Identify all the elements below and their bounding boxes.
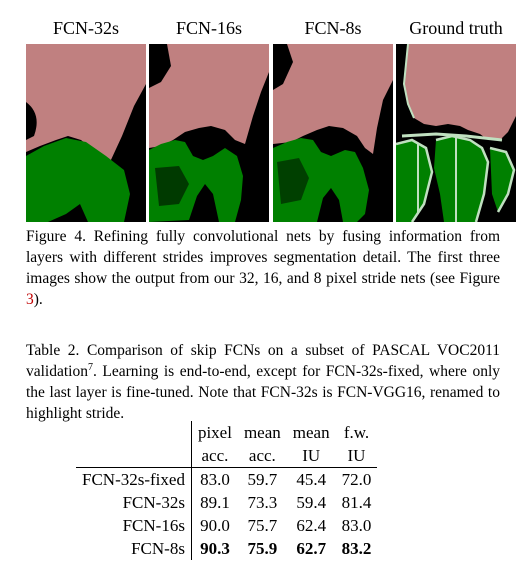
- table-row-best: FCN-8s 90.3 75.9 62.7 83.2: [76, 537, 377, 560]
- cell-value: 59.7: [237, 467, 287, 491]
- table-row: FCN-16s 90.0 75.7 62.4 83.0: [76, 514, 377, 537]
- row-name: FCN-32s: [76, 491, 192, 514]
- row-name: FCN-32s-fixed: [76, 467, 192, 491]
- segmentation-fcn8s-image: [273, 44, 393, 222]
- segmentation-fcn32s-image: [26, 44, 146, 222]
- figure-reference-link[interactable]: 3: [26, 291, 34, 308]
- panel-label-ground-truth: Ground truth: [409, 18, 503, 38]
- cell-value: 89.1: [200, 493, 230, 512]
- header-fw: f.w.: [343, 423, 370, 442]
- header-acc-1: acc.: [201, 446, 229, 465]
- panel-label-fcn32s: FCN-32s: [52, 18, 119, 38]
- table-corner-cell: [76, 421, 192, 444]
- segmentation-ground-truth-image: [396, 44, 516, 222]
- row-name: FCN-8s: [76, 537, 192, 560]
- table-corner-cell-2: [76, 444, 192, 468]
- table-caption-text-2: . Learning is end-to-end, except for FCN…: [26, 363, 500, 422]
- segmentation-panels: [26, 44, 516, 222]
- cell-value: 62.4: [296, 516, 327, 535]
- cell-value: 45.4: [286, 467, 336, 491]
- figure-caption-lead: Figure 4.: [26, 228, 86, 245]
- segmentation-ground-truth: [396, 44, 516, 222]
- table-header-row-1: pixel mean mean f.w.: [76, 421, 377, 444]
- panel-label-fcn16s: FCN-16s: [175, 18, 242, 38]
- cell-value: 72.0: [335, 467, 378, 491]
- results-table: pixel mean mean f.w. acc. acc. IU IU FCN…: [76, 421, 378, 560]
- figure-panel-labels: FCN-32s FCN-16s FCN-8s Ground truth: [26, 18, 516, 42]
- segmentation-fcn32s: [26, 44, 146, 222]
- table-header-row-2: acc. acc. IU IU: [76, 444, 377, 468]
- cell-value-best: 83.2: [341, 539, 372, 558]
- cell-value: 75.7: [247, 516, 278, 535]
- header-mean-2: mean: [292, 423, 330, 442]
- header-iu-2: IU: [347, 446, 366, 465]
- cell-value-best: 62.7: [296, 539, 327, 558]
- table-row: FCN-32s 89.1 73.3 59.4 81.4: [76, 491, 377, 514]
- row-name: FCN-16s: [76, 514, 192, 537]
- header-iu-1: IU: [302, 446, 321, 465]
- segmentation-fcn16s-image: [149, 44, 269, 222]
- cell-value-best: 90.3: [200, 539, 230, 558]
- table-caption-lead: Table 2.: [26, 342, 80, 359]
- table-caption-text-1: Comparison of skip FCNs on a subset of P…: [26, 342, 501, 380]
- cell-value-best: 75.9: [247, 539, 278, 558]
- footnote-mark: 7: [88, 361, 93, 373]
- cell-value: 81.4: [341, 493, 372, 512]
- header-pixel: pixel: [197, 423, 232, 442]
- cell-value: 90.0: [200, 516, 230, 535]
- panel-label-fcn8s: FCN-8s: [304, 18, 362, 38]
- figure-caption-end: ).: [33, 291, 43, 308]
- segmentation-fcn16s: [149, 44, 269, 222]
- cell-value: 83.0: [191, 467, 238, 491]
- table-row: FCN-32s-fixed 83.0 59.7 45.4 72.0: [76, 467, 378, 491]
- segmentation-fcn8s: [273, 44, 393, 222]
- header-mean-1: mean: [243, 423, 281, 442]
- header-acc-2: acc.: [248, 446, 276, 465]
- cell-value: 73.3: [247, 493, 278, 512]
- table-caption: Table 2. Comparison of skip FCNs on a su…: [26, 340, 500, 424]
- cell-value: 59.4: [296, 493, 327, 512]
- figure-caption: Figure 4. Refining fully convolutional n…: [26, 226, 500, 310]
- figure-caption-text: Refining fully convolutional nets by fus…: [26, 228, 501, 287]
- cell-value: 83.0: [341, 516, 372, 535]
